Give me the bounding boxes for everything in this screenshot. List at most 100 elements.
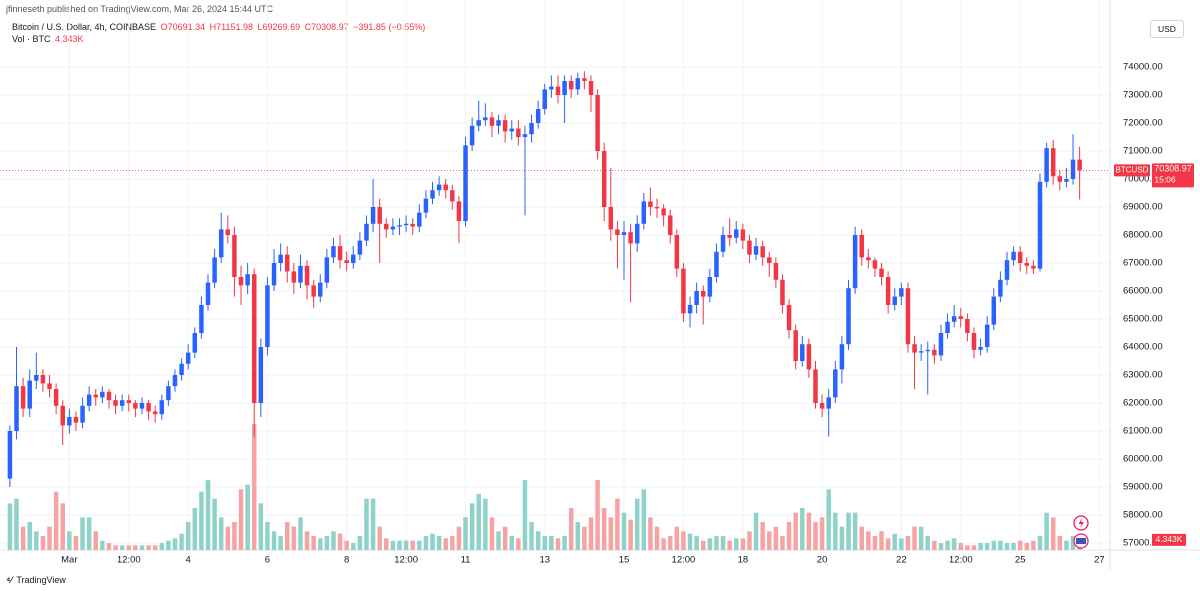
volume-bar <box>535 531 541 550</box>
volume-tag-bg <box>1152 533 1186 546</box>
x-tick-label: 11 <box>461 555 471 566</box>
volume-bar <box>813 522 818 550</box>
volume-bar <box>245 484 250 550</box>
volume-bar <box>568 508 574 550</box>
candle-body <box>978 347 983 350</box>
volume-bar <box>436 536 442 550</box>
volume-bar <box>509 536 514 550</box>
volume-bar <box>549 536 554 550</box>
volume-bar <box>852 512 858 550</box>
volume-bar <box>192 508 198 550</box>
grid <box>0 0 1110 550</box>
candle-body <box>1070 159 1076 180</box>
volume-bar <box>1011 543 1016 550</box>
y-tick-label: 73000.00 <box>1123 90 1163 101</box>
volume-bar <box>238 489 244 550</box>
candle-body <box>641 201 647 224</box>
candle-body <box>998 279 1003 297</box>
volume-bar <box>1024 543 1030 550</box>
candle-body <box>522 134 528 138</box>
volume-bar <box>397 540 402 550</box>
candle-body <box>951 316 957 322</box>
volume-bar <box>601 508 607 550</box>
volume-bar <box>119 545 125 550</box>
candle-body <box>661 208 666 216</box>
legend-row: Bitcoin / U.S. Dollar, 4h, COINBASE O706… <box>12 22 427 32</box>
volume-bar <box>93 531 98 550</box>
volume-title: Vol · BTC <box>12 34 51 44</box>
volume-bar <box>271 531 277 550</box>
volume-bar <box>73 536 79 550</box>
volume-bar <box>575 522 581 550</box>
candle-body <box>542 89 548 110</box>
candle-body <box>819 403 825 409</box>
volume-layer <box>7 424 1082 550</box>
volume-bar <box>734 538 739 550</box>
symbol-tag-bg <box>1114 164 1150 177</box>
candle-body <box>291 271 297 283</box>
volume-bar <box>562 536 567 550</box>
volume-bar <box>324 536 330 550</box>
candle-body <box>159 400 165 415</box>
candle-body <box>674 235 680 269</box>
candle-body <box>786 305 792 331</box>
volume-bar <box>456 526 462 550</box>
candle-body <box>218 229 224 258</box>
candle-body <box>516 128 521 138</box>
volume-bar <box>998 540 1003 550</box>
candle-body <box>410 223 415 227</box>
volume-bar <box>100 540 105 550</box>
volume-bar <box>106 543 112 550</box>
candle-body <box>667 215 673 236</box>
candle-body <box>965 319 970 334</box>
volume-bar <box>351 543 356 550</box>
x-tick-label: 4 <box>186 555 191 566</box>
currency-button[interactable]: USD <box>1150 20 1184 38</box>
candle-body <box>588 81 594 96</box>
volume-bar <box>251 424 257 550</box>
volume-bar <box>60 503 65 550</box>
volume-bar <box>344 540 349 550</box>
volume-tag: 4.343K <box>1156 534 1183 544</box>
volume-bar <box>410 540 415 550</box>
candle-body <box>502 120 508 132</box>
candle-body <box>417 212 422 227</box>
volume-bar <box>443 538 448 550</box>
volume-bar <box>753 512 759 550</box>
volume-bar <box>258 503 264 550</box>
volume-bar <box>34 531 39 550</box>
candle-body <box>687 305 693 314</box>
volume-bar <box>199 491 204 550</box>
candle-body <box>139 403 145 409</box>
volume-bar <box>417 540 422 550</box>
ohlc-close: C70308.97 <box>304 22 349 32</box>
volume-bar <box>1044 512 1049 550</box>
x-tick-label: 25 <box>1015 555 1026 566</box>
candle-body <box>654 207 660 209</box>
candle-body <box>232 235 237 278</box>
candle-body <box>403 223 409 226</box>
volume-bar <box>826 489 831 550</box>
candle-body <box>1004 260 1010 280</box>
candle-body <box>192 333 198 353</box>
candle-body <box>106 391 112 401</box>
y-tick-label: 64000.00 <box>1123 342 1163 353</box>
candle-body <box>839 344 845 370</box>
footer-text: TradingView <box>16 575 66 585</box>
volume-bar <box>284 522 290 550</box>
candle-body <box>324 257 330 283</box>
x-tick-label: 12:00 <box>672 555 696 566</box>
volume-bar <box>80 517 85 550</box>
candle-body <box>800 344 805 362</box>
volume-bar <box>767 531 772 550</box>
volume-bar <box>166 540 171 550</box>
volume-bar <box>615 498 620 550</box>
candle-body <box>727 235 732 238</box>
candle-body <box>879 268 884 278</box>
volume-bar <box>113 545 118 550</box>
volume-bar <box>740 538 746 550</box>
volume-bar <box>476 494 481 550</box>
volume-bar <box>27 522 32 550</box>
volume-bar <box>179 533 184 550</box>
candle-body <box>720 235 726 252</box>
